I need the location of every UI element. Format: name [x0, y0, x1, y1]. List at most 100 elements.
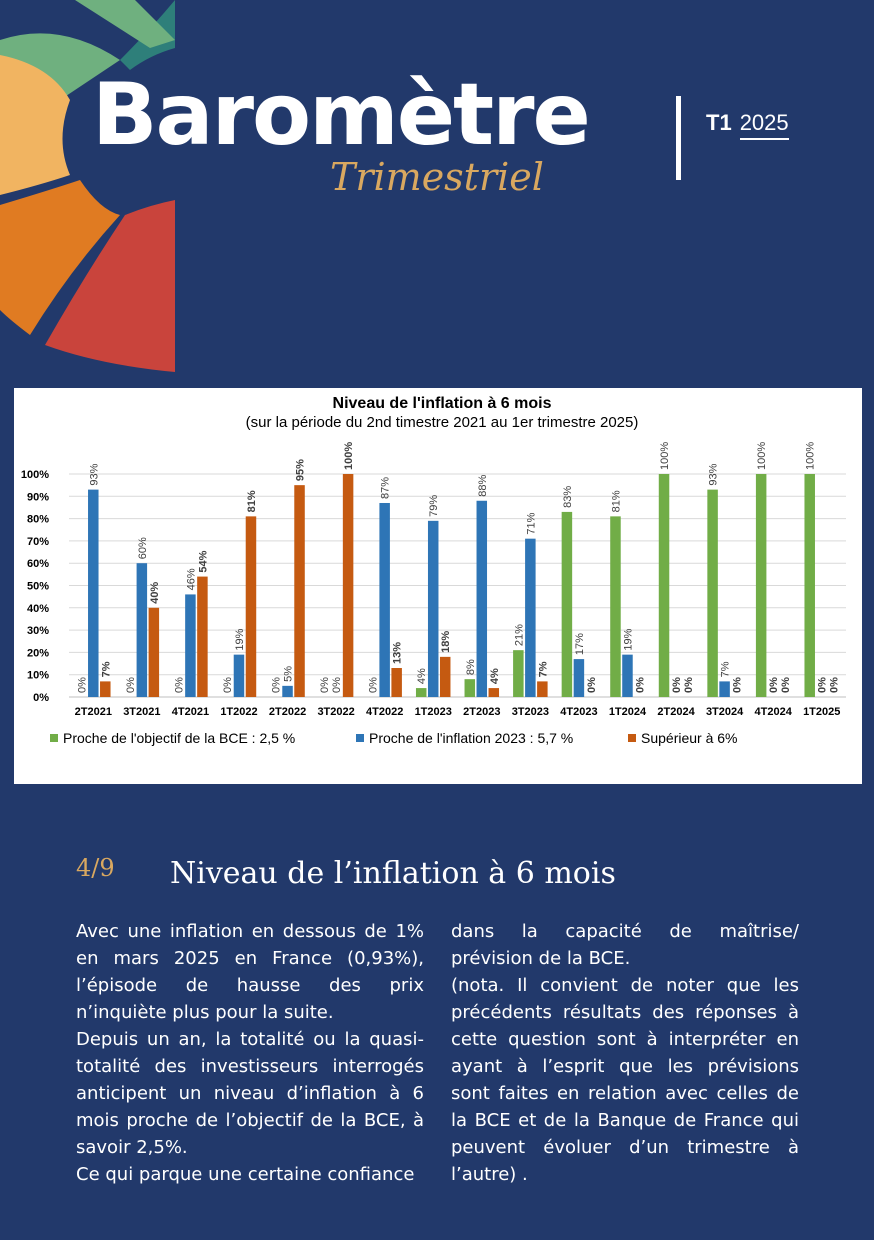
chart-subtitle: (sur la période du 2nd timestre 2021 au … [246, 414, 639, 431]
x-tick-label: 4T2023 [560, 706, 597, 718]
data-label: 79% [428, 495, 440, 517]
data-label: 0% [76, 677, 88, 693]
data-label: 81% [246, 490, 258, 512]
bar [719, 681, 730, 697]
y-tick-label: 10% [27, 670, 49, 682]
data-label: 100% [805, 442, 817, 470]
bar [537, 681, 548, 697]
data-label: 0% [829, 677, 841, 693]
data-label: 88% [477, 475, 489, 497]
data-label: 0% [671, 677, 683, 693]
x-tick-label: 2T2024 [657, 706, 695, 718]
y-tick-label: 100% [21, 469, 49, 481]
bar [622, 654, 633, 697]
legend-label: Proche de l'objectif de la BCE : 2,5 % [63, 730, 295, 746]
data-label: 0% [780, 677, 792, 693]
data-label: 0% [271, 677, 283, 693]
data-label: 0% [768, 677, 780, 693]
legend-swatch [628, 734, 636, 742]
legend-label: Supérieur à 6% [641, 730, 738, 746]
bar [755, 474, 767, 697]
data-label: 93% [88, 463, 100, 485]
bar [294, 485, 305, 697]
bar [100, 681, 111, 697]
x-tick-label: 3T2023 [512, 706, 549, 718]
data-label: 0% [634, 677, 646, 693]
bar [658, 474, 670, 697]
edition-year: 2025 [739, 110, 789, 140]
bar [342, 474, 354, 697]
data-label: 0% [683, 677, 695, 693]
data-label: 40% [149, 582, 161, 604]
data-label: 0% [586, 677, 598, 693]
x-tick-label: 3T2021 [123, 706, 160, 718]
x-tick-label: 1T2023 [415, 706, 452, 718]
y-tick-label: 0% [33, 692, 49, 704]
data-label: 95% [295, 459, 307, 481]
x-tick-label: 4T2022 [366, 706, 403, 718]
data-label: 0% [319, 677, 331, 693]
data-label: 4% [489, 668, 501, 684]
x-tick-label: 2T2023 [463, 706, 500, 718]
data-label: 8% [465, 659, 477, 675]
data-label: 0% [222, 677, 234, 693]
section-number: 4/9 [76, 854, 115, 882]
edition-label: T1 2025 [706, 110, 789, 140]
y-tick-label: 70% [27, 536, 49, 548]
y-axis: 0% 10% 20% 30% 40% 50% 60% 70% 80% 90% 100% [21, 469, 49, 704]
bar [282, 685, 293, 697]
data-label: 4% [416, 668, 428, 684]
bar [233, 654, 245, 697]
data-label: 0% [368, 677, 380, 693]
data-label: 17% [574, 633, 586, 655]
bar [464, 679, 476, 697]
legend-swatch [50, 734, 58, 742]
bar [525, 538, 536, 697]
header-divider [676, 96, 681, 180]
bar [561, 511, 573, 697]
y-tick-label: 30% [27, 625, 49, 637]
data-label: 0% [331, 677, 343, 693]
data-label: 0% [817, 677, 829, 693]
bar [136, 563, 148, 697]
legend-label: Proche de l'inflation 2023 : 5,7 % [369, 730, 573, 746]
data-label: 93% [708, 463, 720, 485]
data-label: 7% [537, 661, 549, 677]
bar [148, 607, 160, 697]
chart-panel: Niveau de l'inflation à 6 mois (sur la p… [14, 388, 862, 784]
y-tick-label: 80% [27, 514, 49, 526]
bar [427, 520, 439, 697]
x-tick-label: 3T2022 [317, 706, 354, 718]
bar [197, 576, 208, 697]
y-tick-label: 20% [27, 647, 49, 659]
section-title: Niveau de l’inflation à 6 mois [170, 856, 616, 891]
x-tick-label: 2T2022 [269, 706, 306, 718]
brand-title: Baromètre [92, 65, 591, 165]
body-paragraph: dans la capacité de maîtrise/ prévision … [451, 921, 799, 969]
x-tick-label: 4T2021 [172, 706, 209, 718]
body-paragraph: (nota. Il convient de noter que les préc… [451, 975, 799, 1185]
brand-subtitle: Trimestriel [330, 155, 544, 199]
bar [610, 516, 621, 697]
bar [379, 502, 390, 697]
data-label: 100% [659, 442, 671, 470]
x-tick-label: 4T2024 [755, 706, 793, 718]
data-label: 46% [185, 568, 197, 590]
data-label: 71% [525, 512, 537, 534]
bar [245, 516, 257, 697]
data-label: 100% [756, 442, 768, 470]
bar [185, 594, 196, 697]
bar [476, 500, 488, 697]
y-tick-label: 60% [27, 558, 49, 570]
bar [804, 474, 815, 697]
data-label: 87% [380, 477, 392, 499]
data-label: 13% [392, 642, 404, 664]
body-paragraph: Depuis un an, la totalité ou la quasi-to… [76, 1029, 424, 1158]
body-column-2: dans la capacité de maîtrise/ prévision … [451, 918, 799, 1188]
bar [488, 688, 500, 697]
data-label: 21% [513, 624, 525, 646]
data-label: 0% [732, 677, 744, 693]
data-label: 19% [622, 628, 634, 650]
x-tick-label: 1T2022 [220, 706, 257, 718]
